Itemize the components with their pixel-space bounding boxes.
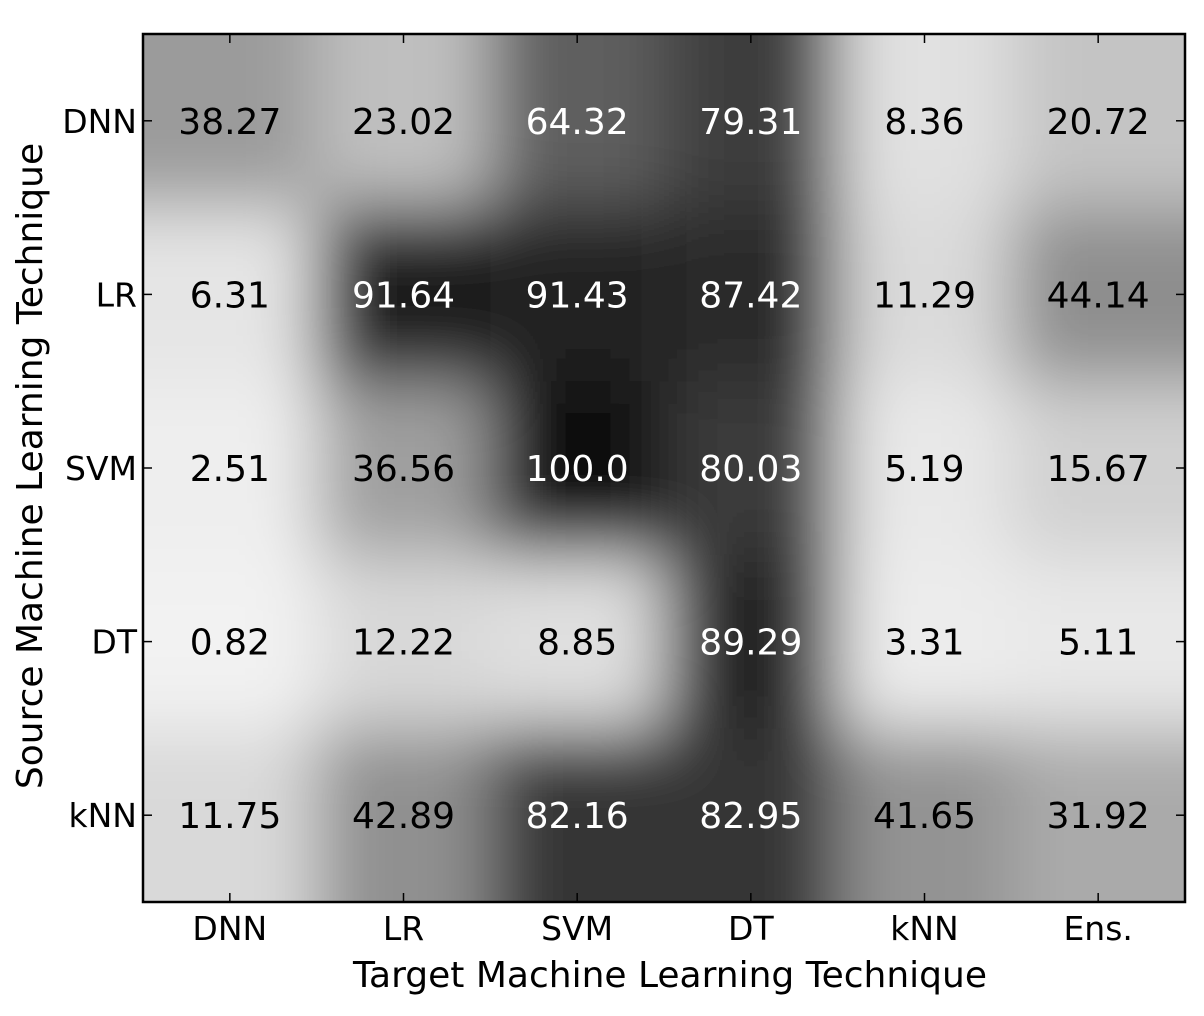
- cell-value-label: 91.43: [526, 275, 629, 316]
- heatmap-cell: [490, 34, 665, 209]
- heatmap-cell: [143, 728, 318, 902]
- heatmap-cell: [316, 728, 491, 902]
- heatmap-cell: [143, 207, 318, 382]
- cell-value-label: 8.36: [884, 102, 964, 143]
- heatmap-cell: [143, 381, 318, 556]
- heatmap-cells: [143, 34, 1185, 902]
- cell-value-label: 64.32: [526, 102, 629, 143]
- cell-value-label: 82.16: [526, 796, 629, 837]
- heatmap-cell: [490, 381, 665, 556]
- y-tick-label: DT: [91, 623, 137, 662]
- heatmap-area: [143, 34, 1185, 902]
- y-tick-label: kNN: [69, 796, 137, 835]
- heatmap-cell: [490, 207, 665, 382]
- cell-value-label: 0.82: [190, 623, 270, 664]
- heatmap-cell: [143, 34, 318, 209]
- cell-value-label: 80.03: [699, 449, 802, 490]
- cell-value-label: 15.67: [1047, 449, 1150, 490]
- heatmap-cell: [837, 728, 1012, 902]
- cell-value-label: 12.22: [352, 623, 455, 664]
- cell-value-label: 31.92: [1047, 796, 1150, 837]
- y-tick-label: LR: [96, 275, 137, 314]
- x-axis-ticks: DNN LR SVM DT kNN Ens.: [192, 34, 1133, 948]
- heatmap-cell: [316, 207, 491, 382]
- cell-value-label: 91.64: [352, 275, 455, 316]
- heatmap-cell: [664, 381, 839, 556]
- cell-value-label: 38.27: [178, 102, 281, 143]
- x-tick-label: LR: [383, 909, 424, 948]
- cell-value-label: 41.65: [873, 796, 976, 837]
- cell-value-label: 11.29: [873, 275, 976, 316]
- heatmap-cell: [1011, 381, 1185, 556]
- cell-value-label: 6.31: [190, 275, 270, 316]
- cell-labels: 38.27 23.02 64.32 79.31 8.36 20.72 6.31 91.64 91…: [178, 102, 1149, 837]
- heatmap-cell: [143, 554, 318, 729]
- cell-value-label: 100.0: [526, 449, 629, 490]
- x-tick-label: SVM: [541, 909, 613, 948]
- heatmap-cell: [316, 381, 491, 556]
- x-tick-label: kNN: [890, 909, 958, 948]
- heatmap-cell: [837, 207, 1012, 382]
- heatmap-cell: [664, 728, 839, 902]
- cell-value-label: 44.14: [1047, 275, 1150, 316]
- cell-value-label: 11.75: [178, 796, 281, 837]
- cell-value-label: 8.85: [537, 623, 617, 664]
- heatmap-cell: [316, 34, 491, 209]
- y-tick-label: DNN: [62, 102, 137, 141]
- cell-value-label: 2.51: [190, 449, 270, 490]
- cell-value-label: 3.31: [884, 623, 964, 664]
- x-tick-label: DNN: [192, 909, 267, 948]
- cell-value-label: 5.19: [884, 449, 964, 490]
- heatmap-cell: [1011, 207, 1185, 382]
- heatmap-cell: [664, 554, 839, 729]
- heatmap-cell: [837, 554, 1012, 729]
- x-tick-label: DT: [728, 909, 774, 948]
- heatmap-cell: [837, 381, 1012, 556]
- heatmap-cell: [837, 34, 1012, 209]
- cell-value-label: 42.89: [352, 796, 455, 837]
- heatmap-cell: [664, 34, 839, 209]
- cell-value-label: 79.31: [699, 102, 802, 143]
- y-axis-label: Source Machine Learning Technique: [10, 143, 51, 789]
- x-tick-label: Ens.: [1063, 909, 1132, 948]
- heatmap-cell: [664, 207, 839, 382]
- x-axis-label: Target Machine Learning Technique: [352, 955, 987, 996]
- cell-value-label: 82.95: [699, 796, 802, 837]
- cell-value-label: 20.72: [1047, 102, 1150, 143]
- cell-value-label: 36.56: [352, 449, 455, 490]
- y-tick-label: SVM: [65, 449, 137, 488]
- cell-value-label: 23.02: [352, 102, 455, 143]
- cell-value-label: 5.11: [1058, 623, 1138, 664]
- heatmap-cell: [1011, 554, 1185, 729]
- cell-value-label: 87.42: [699, 275, 802, 316]
- y-axis-ticks: DNN LR SVM DT kNN: [62, 102, 1185, 835]
- heatmap-cell: [1011, 728, 1185, 902]
- heatmap-cell: [316, 554, 491, 729]
- heatmap-cell: [490, 554, 665, 729]
- cell-value-label: 89.29: [699, 623, 802, 664]
- heatmap-cell: [490, 728, 665, 902]
- heatmap-cell: [1011, 34, 1185, 209]
